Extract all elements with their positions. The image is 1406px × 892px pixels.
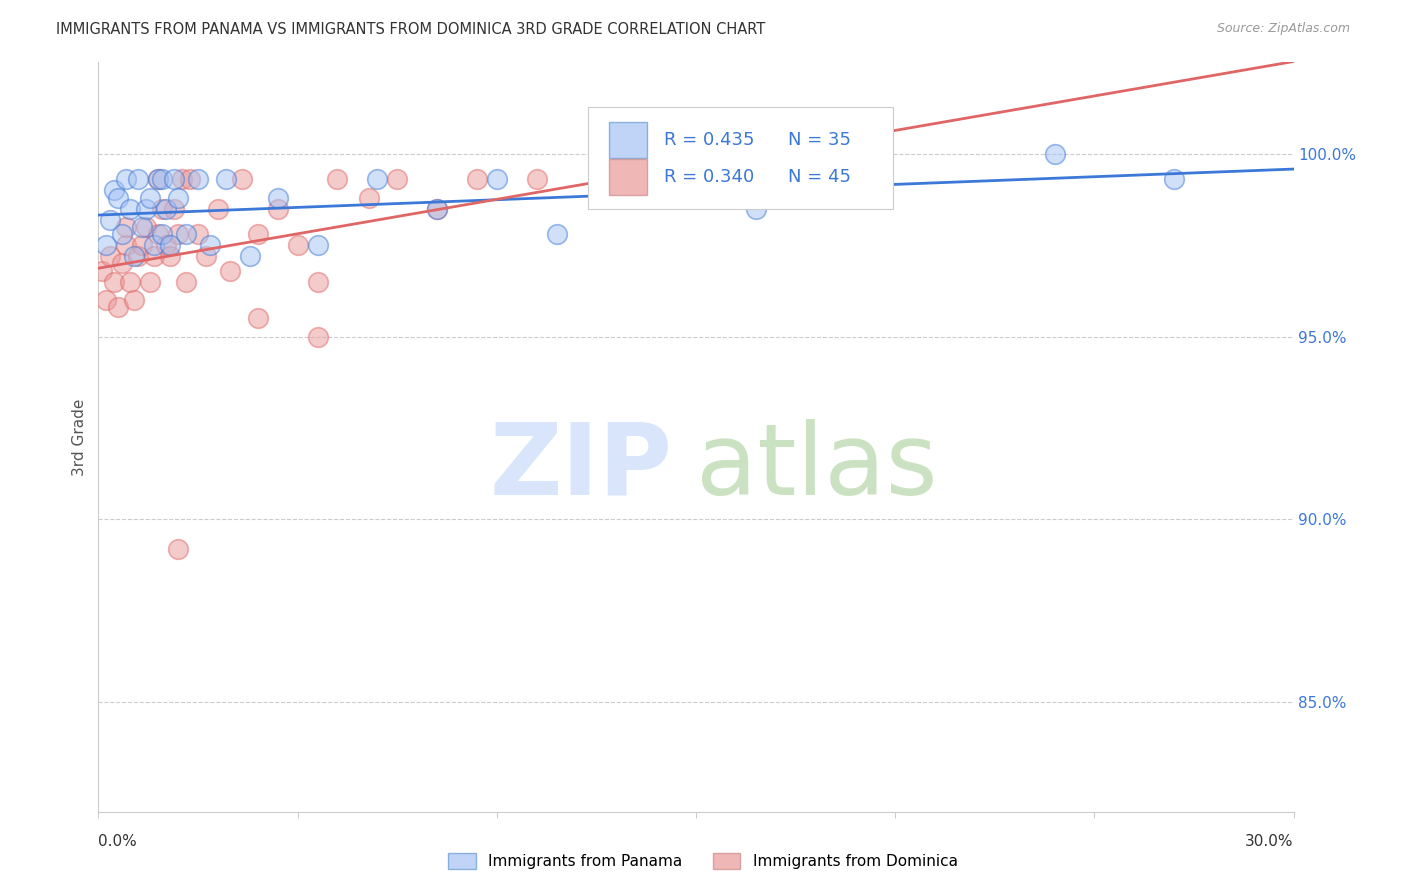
Point	[148, 172, 170, 186]
Point	[111, 256, 134, 270]
Point	[127, 249, 149, 263]
Point	[148, 172, 170, 186]
Point	[246, 227, 269, 242]
Point	[724, 172, 747, 186]
Point	[645, 172, 668, 186]
Point	[124, 249, 146, 263]
Point	[135, 202, 157, 216]
Point	[127, 172, 149, 186]
Point	[231, 172, 253, 186]
Point	[120, 202, 142, 216]
Point	[107, 301, 129, 315]
Point	[465, 172, 488, 186]
Text: Source: ZipAtlas.com: Source: ZipAtlas.com	[1216, 22, 1350, 36]
Point	[179, 172, 201, 186]
Point	[174, 275, 197, 289]
Text: ZIP: ZIP	[489, 418, 672, 516]
Point	[103, 183, 125, 197]
Point	[219, 264, 242, 278]
Point	[307, 329, 329, 343]
Point	[485, 172, 508, 186]
Point	[115, 219, 138, 234]
Y-axis label: 3rd Grade: 3rd Grade	[72, 399, 87, 475]
Point	[163, 202, 186, 216]
Point	[307, 238, 329, 252]
Point	[139, 191, 162, 205]
Point	[98, 212, 122, 227]
Point	[103, 275, 125, 289]
Legend: Immigrants from Panama, Immigrants from Dominica: Immigrants from Panama, Immigrants from …	[443, 847, 963, 875]
Bar	[609, 159, 647, 195]
Point	[150, 202, 173, 216]
Point	[207, 202, 229, 216]
Point	[143, 238, 166, 252]
Point	[115, 238, 138, 252]
Point	[107, 191, 129, 205]
Point	[267, 202, 290, 216]
Point	[150, 172, 173, 186]
Point	[155, 202, 177, 216]
Point	[167, 227, 190, 242]
Point	[148, 227, 170, 242]
Point	[426, 202, 449, 216]
Point	[139, 275, 162, 289]
Point	[131, 219, 153, 234]
Point	[143, 249, 166, 263]
Point	[195, 249, 218, 263]
Point	[111, 227, 134, 242]
Point	[546, 227, 568, 242]
Point	[1043, 146, 1066, 161]
FancyBboxPatch shape	[589, 107, 893, 209]
Point	[187, 172, 209, 186]
Point	[359, 191, 381, 205]
Point	[159, 249, 181, 263]
Text: R = 0.340: R = 0.340	[664, 168, 754, 186]
Point	[745, 202, 768, 216]
Point	[307, 275, 329, 289]
Point	[215, 172, 238, 186]
Point	[172, 172, 194, 186]
Point	[120, 275, 142, 289]
Point	[605, 172, 627, 186]
Text: IMMIGRANTS FROM PANAMA VS IMMIGRANTS FROM DOMINICA 3RD GRADE CORRELATION CHART: IMMIGRANTS FROM PANAMA VS IMMIGRANTS FRO…	[56, 22, 765, 37]
Point	[167, 191, 190, 205]
Point	[426, 202, 449, 216]
Point	[98, 249, 122, 263]
Point	[155, 238, 177, 252]
Point	[187, 227, 209, 242]
Point	[246, 311, 269, 326]
Text: N = 35: N = 35	[787, 130, 851, 149]
Point	[150, 227, 173, 242]
Point	[115, 172, 138, 186]
Bar	[609, 121, 647, 158]
Point	[267, 191, 290, 205]
Text: 30.0%: 30.0%	[1246, 834, 1294, 848]
Point	[131, 238, 153, 252]
Text: 0.0%: 0.0%	[98, 834, 138, 848]
Point	[135, 219, 157, 234]
Point	[366, 172, 388, 186]
Point	[96, 293, 118, 307]
Point	[124, 293, 146, 307]
Point	[91, 264, 114, 278]
Point	[163, 172, 186, 186]
Point	[96, 238, 118, 252]
Point	[239, 249, 262, 263]
Text: N = 45: N = 45	[787, 168, 851, 186]
Point	[385, 172, 409, 186]
Point	[198, 238, 221, 252]
Point	[326, 172, 349, 186]
Text: R = 0.435: R = 0.435	[664, 130, 754, 149]
Point	[167, 541, 190, 556]
Point	[159, 238, 181, 252]
Point	[526, 172, 548, 186]
Point	[287, 238, 309, 252]
Point	[174, 227, 197, 242]
Point	[1163, 172, 1185, 186]
Text: atlas: atlas	[696, 418, 938, 516]
